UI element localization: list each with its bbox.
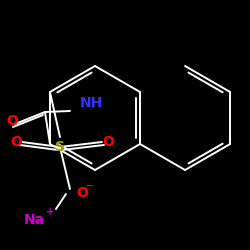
- Text: O: O: [76, 186, 88, 200]
- Text: Na: Na: [24, 213, 44, 227]
- Text: O: O: [10, 135, 22, 149]
- Text: −: −: [86, 181, 94, 191]
- Text: S: S: [55, 140, 65, 154]
- Text: +: +: [46, 207, 54, 217]
- Text: O: O: [6, 114, 18, 128]
- Text: NH: NH: [80, 96, 103, 110]
- Text: O: O: [102, 135, 114, 149]
